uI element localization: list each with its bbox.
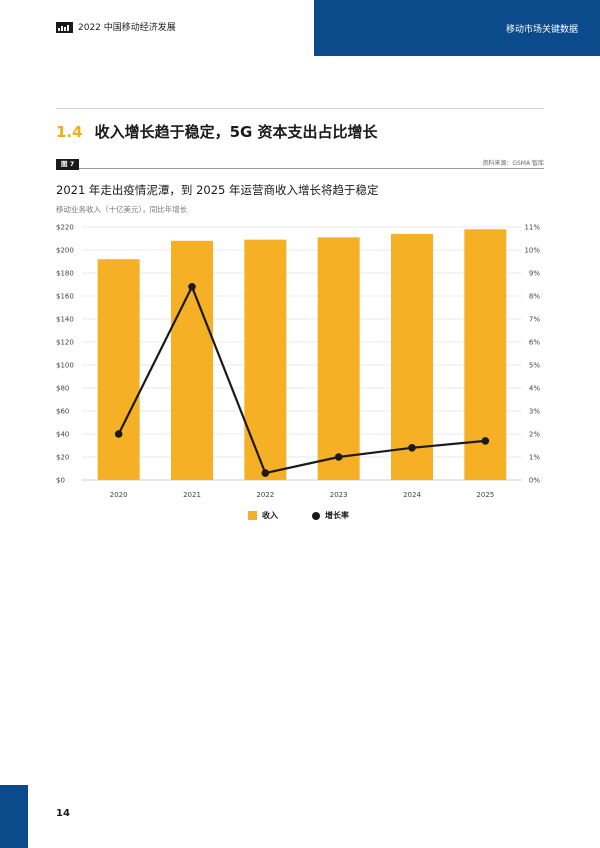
growth-point-2025	[481, 437, 490, 445]
x-tick-2022: 2022	[256, 491, 274, 499]
growth-series-line	[117, 285, 486, 475]
y-left-tick-11: $220	[56, 224, 74, 232]
figure-divider	[56, 168, 544, 169]
section-tab-label: 移动市场关键数据	[505, 24, 578, 35]
legend-label-revenue: 收入	[262, 511, 278, 520]
page-side-bar	[0, 785, 28, 848]
y-right-tick-7: 7%	[529, 316, 540, 324]
chart-legend: 收入 增长率	[248, 510, 349, 521]
chart-grid	[82, 226, 522, 481]
y-left-tick-2: $40	[56, 431, 69, 439]
y-right-tick-9: 9%	[529, 270, 540, 278]
revenue-growth-chart: $0 $20 $40 $60 $80 $100 $120 $140 $160 $180 $200 $2…	[56, 224, 540, 500]
y-right-tick-3: 3%	[529, 408, 540, 416]
x-tick-2020: 2020	[110, 491, 128, 499]
chart-axes: $0 $20 $40 $60 $80 $100 $120 $140 $160 $180 $200 $2…	[56, 224, 540, 500]
growth-point-2020	[114, 430, 123, 438]
section-heading: 1.4 收入增长趋于稳定，5G 资本支出占比增长	[56, 121, 378, 142]
y-left-tick-7: $140	[56, 316, 74, 324]
legend-swatch-revenue	[248, 511, 257, 520]
bar-2020	[97, 259, 140, 480]
y-left-tick-3: $60	[56, 408, 69, 416]
report-title: 2022 中国移动经济发展	[78, 23, 176, 33]
chart-title: 2021 年走出疫情泥潭，到 2025 年运营商收入增长将趋于稳定	[56, 183, 379, 197]
page-number: 14	[56, 808, 70, 819]
x-tick-2025: 2025	[476, 491, 494, 499]
figure-source: 资料来源：GSMA 智库	[482, 160, 544, 167]
gsma-logo-icon	[56, 22, 73, 33]
y-right-tick-1: 1%	[529, 454, 540, 462]
legend-label-growth: 增长率	[325, 511, 349, 520]
y-left-tick-9: $180	[56, 270, 74, 278]
y-left-tick-8: $160	[56, 293, 74, 301]
y-left-tick-0: $0	[56, 477, 65, 485]
y-right-tick-6: 6%	[529, 339, 540, 347]
growth-point-2021	[188, 283, 196, 291]
chart-subtitle: 移动业务收入（十亿美元），同比年增长	[56, 205, 188, 214]
y-right-tick-8: 8%	[529, 293, 540, 301]
top-divider	[56, 108, 544, 109]
y-left-tick-4: $80	[56, 385, 69, 393]
bar-2021	[171, 240, 213, 480]
y-left-tick-1: $20	[56, 454, 69, 462]
y-right-tick-4: 4%	[529, 385, 540, 393]
y-left-tick-6: $120	[56, 339, 74, 347]
growth-point-2023	[334, 453, 343, 461]
figure-tag: 图 7	[56, 159, 80, 170]
x-tick-2024: 2024	[403, 491, 421, 499]
x-tick-2021: 2021	[183, 491, 201, 499]
growth-point-2022	[261, 469, 270, 477]
growth-line	[114, 283, 490, 477]
section-tab: 移动市场关键数据	[314, 0, 600, 56]
y-right-tick-0: 0%	[529, 477, 540, 485]
section-number: 1.4	[56, 123, 83, 141]
y-left-tick-5: $100	[56, 362, 74, 370]
legend-marker-growth	[312, 511, 320, 520]
x-tick-2023: 2023	[330, 491, 348, 499]
bar-2022	[244, 239, 287, 480]
bar-2024	[391, 233, 433, 480]
section-title: 收入增长趋于稳定，5G 资本支出占比增长	[94, 123, 378, 141]
y-right-tick-11: 11%	[524, 224, 540, 232]
y-left-tick-10: $200	[56, 247, 74, 255]
y-right-tick-10: 10%	[524, 247, 540, 255]
y-right-tick-5: 5%	[529, 362, 540, 370]
revenue-bars	[97, 229, 507, 480]
y-right-tick-2: 2%	[529, 431, 540, 439]
growth-point-2024	[408, 444, 416, 452]
bar-2023	[317, 237, 360, 480]
